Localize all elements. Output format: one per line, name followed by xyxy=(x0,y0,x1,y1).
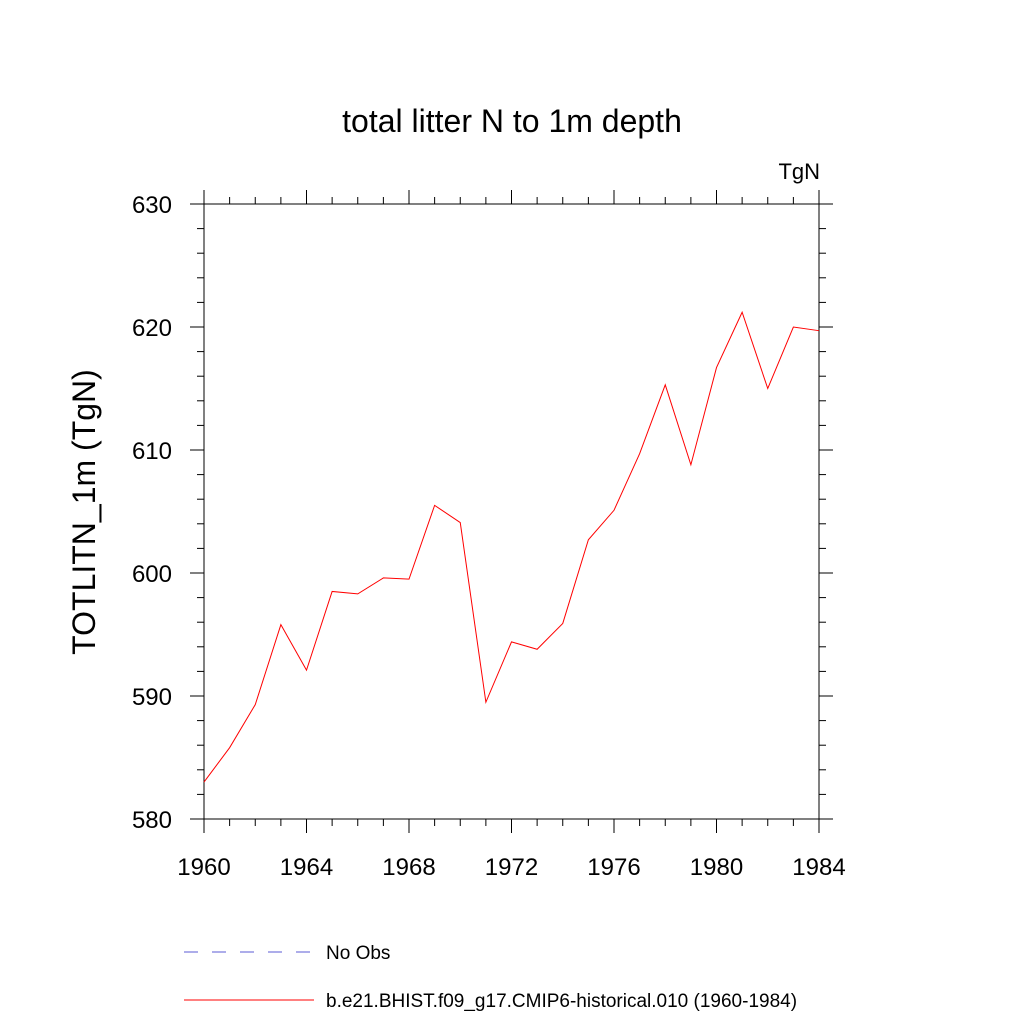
y-tick-label: 610 xyxy=(132,438,172,465)
plot-frame xyxy=(203,203,820,820)
x-tick-label: 1980 xyxy=(690,854,743,881)
series-line-0 xyxy=(203,310,820,783)
y-axis-label: TOTLITN_1m (TgN) xyxy=(66,369,102,655)
x-tick-label: 1968 xyxy=(382,854,435,881)
x-tick-label: 1964 xyxy=(280,854,333,881)
y-tick-label: 580 xyxy=(132,807,172,834)
legend-label: b.e21.BHIST.f09_g17.CMIP6-historical.010… xyxy=(326,991,797,1012)
chart-title: total litter N to 1m depth xyxy=(342,103,682,139)
y-tick-label: 600 xyxy=(132,561,172,588)
x-tick-label: 1972 xyxy=(485,854,538,881)
series-lines xyxy=(203,310,820,783)
y-tick-label: 620 xyxy=(132,315,172,342)
x-tick-label: 1976 xyxy=(587,854,640,881)
y-tick-label: 590 xyxy=(132,684,172,711)
x-tick-label: 1984 xyxy=(792,854,845,881)
x-tick-label: 1960 xyxy=(177,854,230,881)
legend-label: No Obs xyxy=(326,943,390,964)
units-label: TgN xyxy=(778,159,820,184)
y-tick-label: 630 xyxy=(132,192,172,219)
axis-tick-labels: 1960 1964 1968 1972 1976 1980 1984 580 590 600 610… xyxy=(132,192,846,881)
legend: No Obs b.e21.BHIST.f09_g17.CMIP6-historic… xyxy=(184,943,797,1012)
axis-ticks xyxy=(190,190,833,833)
